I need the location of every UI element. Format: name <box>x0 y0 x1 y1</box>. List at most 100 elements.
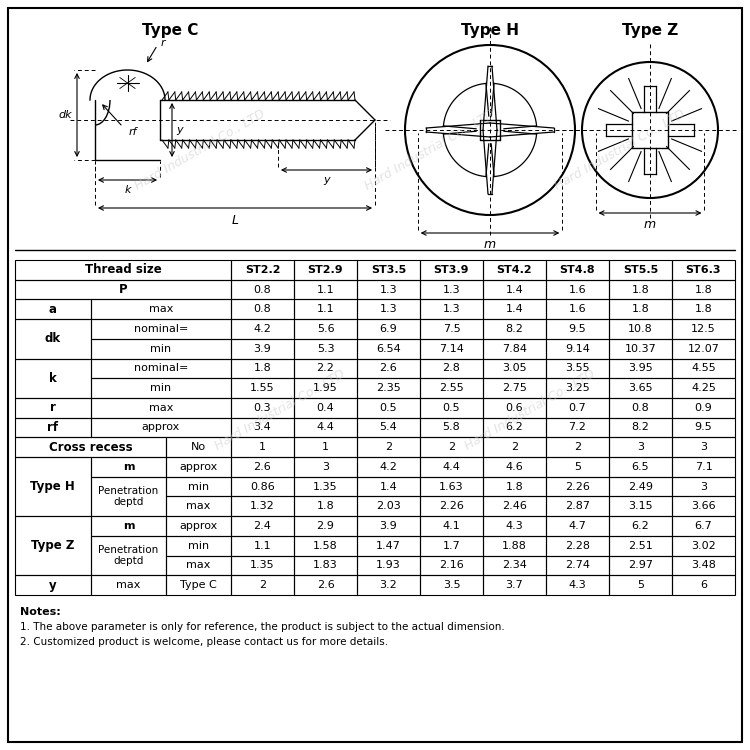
Bar <box>357 575 420 595</box>
Bar <box>231 556 294 575</box>
Text: 1.7: 1.7 <box>442 541 460 550</box>
Bar <box>483 575 546 595</box>
Bar <box>483 280 546 299</box>
Text: 2.74: 2.74 <box>565 560 590 571</box>
Bar <box>231 358 294 378</box>
Bar <box>15 280 231 299</box>
Bar <box>166 477 231 496</box>
Text: 1.4: 1.4 <box>506 284 524 295</box>
Text: 8.2: 8.2 <box>632 422 650 433</box>
Text: 0.3: 0.3 <box>254 403 272 412</box>
Bar <box>231 575 294 595</box>
Bar <box>546 398 609 418</box>
Bar <box>294 575 357 595</box>
Text: 1.8: 1.8 <box>506 482 524 491</box>
Text: 2.6: 2.6 <box>254 462 272 472</box>
Bar <box>231 457 294 477</box>
Bar <box>357 398 420 418</box>
Bar <box>231 299 294 319</box>
Bar <box>357 556 420 575</box>
Bar <box>672 477 735 496</box>
Text: 1.1: 1.1 <box>316 304 334 314</box>
Bar <box>672 260 735 280</box>
Text: Hard Industrial Co., LTD: Hard Industrial Co., LTD <box>362 107 497 193</box>
Text: 1.3: 1.3 <box>442 284 460 295</box>
Bar <box>420 378 483 398</box>
Text: Penetration
deptd: Penetration deptd <box>98 544 158 566</box>
Bar <box>672 280 735 299</box>
Bar <box>546 418 609 437</box>
Text: 5: 5 <box>574 462 581 472</box>
Text: 12.5: 12.5 <box>692 324 715 334</box>
Bar <box>420 516 483 536</box>
Text: 7.84: 7.84 <box>502 344 527 354</box>
Bar <box>231 516 294 536</box>
Text: 2. Customized product is welcome, please contact us for more details.: 2. Customized product is welcome, please… <box>20 637 388 647</box>
Text: 8.2: 8.2 <box>506 324 524 334</box>
Bar <box>294 280 357 299</box>
Bar <box>483 556 546 575</box>
Bar <box>546 260 609 280</box>
Bar <box>15 437 166 457</box>
Bar <box>357 358 420 378</box>
Text: 2: 2 <box>259 580 266 590</box>
Text: 1.8: 1.8 <box>254 364 272 374</box>
Bar <box>609 339 672 358</box>
Bar <box>91 418 231 437</box>
Bar <box>91 398 231 418</box>
Bar <box>231 378 294 398</box>
Text: m: m <box>123 462 134 472</box>
Text: 4.3: 4.3 <box>568 580 586 590</box>
Bar <box>483 398 546 418</box>
Bar <box>483 299 546 319</box>
Bar <box>166 496 231 516</box>
Bar <box>609 556 672 575</box>
Text: Hard Industrial Co., LTD: Hard Industrial Co., LTD <box>212 368 347 453</box>
Bar <box>357 280 420 299</box>
Text: k: k <box>124 185 130 195</box>
Bar <box>483 260 546 280</box>
Bar <box>672 299 735 319</box>
Bar <box>357 496 420 516</box>
Bar <box>483 319 546 339</box>
Text: 3.7: 3.7 <box>506 580 524 590</box>
Text: 1: 1 <box>259 442 266 452</box>
Text: 4.55: 4.55 <box>692 364 715 374</box>
Bar <box>672 457 735 477</box>
Bar <box>420 358 483 378</box>
Bar <box>357 319 420 339</box>
Bar <box>166 575 231 595</box>
Text: Type Z: Type Z <box>622 22 678 38</box>
Bar <box>546 575 609 595</box>
Bar <box>609 536 672 556</box>
Text: 1.63: 1.63 <box>440 482 464 491</box>
Text: 7.14: 7.14 <box>439 344 464 354</box>
Text: 4.7: 4.7 <box>568 521 586 531</box>
Bar <box>357 536 420 556</box>
Text: 10.8: 10.8 <box>628 324 652 334</box>
Bar <box>609 319 672 339</box>
Bar <box>420 575 483 595</box>
Text: 4.4: 4.4 <box>316 422 334 433</box>
Text: max: max <box>148 304 173 314</box>
Bar <box>672 378 735 398</box>
Text: dk: dk <box>58 110 72 120</box>
Text: 2.28: 2.28 <box>565 541 590 550</box>
Bar <box>483 496 546 516</box>
Bar <box>420 339 483 358</box>
Bar <box>609 437 672 457</box>
Bar <box>166 556 231 575</box>
Bar <box>420 457 483 477</box>
Text: 1.4: 1.4 <box>506 304 524 314</box>
Text: Hard Industrial Co., LTD: Hard Industrial Co., LTD <box>133 107 268 193</box>
Text: rf: rf <box>47 421 58 434</box>
Bar <box>294 457 357 477</box>
Bar <box>609 516 672 536</box>
Text: 1.3: 1.3 <box>442 304 460 314</box>
Text: 4.25: 4.25 <box>691 383 716 393</box>
Text: 6.7: 6.7 <box>694 521 712 531</box>
Bar <box>546 358 609 378</box>
Bar <box>609 477 672 496</box>
Text: 12.07: 12.07 <box>688 344 719 354</box>
Bar <box>231 536 294 556</box>
